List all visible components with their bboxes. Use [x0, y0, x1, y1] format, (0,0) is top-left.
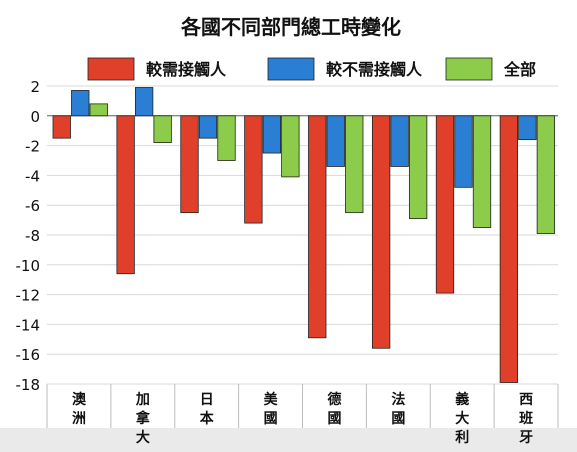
x-category-label: 法	[391, 391, 405, 408]
x-category-label: 加	[135, 392, 150, 408]
bar-1-7	[435, 115, 455, 294]
y-tick-label: 2	[30, 78, 40, 96]
legend-label: 較需接觸人	[146, 60, 227, 79]
bar-3-1	[89, 103, 108, 117]
bar-1-4	[244, 115, 263, 224]
bar-1-3	[180, 115, 199, 214]
bar-2-7	[454, 115, 473, 188]
bar-3-4	[281, 115, 300, 178]
x-category-label: 拿	[135, 410, 151, 427]
bar-2-6	[390, 115, 409, 167]
bar-1-8	[499, 115, 519, 383]
x-category-label: 班	[519, 410, 533, 427]
bar-2-1	[71, 90, 90, 117]
x-category-label: 西	[519, 392, 533, 408]
bar-3-3	[217, 115, 236, 161]
bar-2-4	[262, 115, 282, 154]
y-axis: 2 0 -2 -4 -6 -8 -10 -12 -14 -16 -18	[16, 78, 41, 394]
legend-label: 全部	[503, 60, 536, 79]
bar-2-5	[326, 115, 345, 167]
x-category-label: 澳	[72, 391, 87, 408]
x-category-label: 洲	[72, 411, 86, 427]
x-category-label: 本	[200, 410, 215, 427]
y-tick-label: -16	[16, 346, 41, 364]
bar-2-8	[518, 115, 537, 141]
x-category-label: 利	[455, 429, 469, 446]
x-category-label: 日	[200, 392, 214, 408]
bar-3-6	[408, 115, 428, 220]
bar-3-2	[153, 115, 172, 144]
y-tick-label: 0	[30, 108, 40, 126]
bars	[52, 87, 556, 383]
legend-swatch	[267, 57, 315, 81]
y-tick-label: -4	[25, 167, 40, 185]
y-tick-label: -6	[25, 197, 40, 215]
bar-1-6	[371, 115, 391, 349]
x-category-label: 牙	[519, 430, 533, 446]
x-category-label: 國	[264, 411, 278, 427]
x-category-label: 大	[136, 429, 150, 446]
category-band	[0, 428, 577, 452]
y-tick-label: -8	[25, 227, 40, 245]
bar-3-5	[345, 115, 364, 214]
x-category-label: 義	[455, 391, 469, 408]
bar-3-8	[536, 115, 556, 234]
x-category-label: 德	[327, 391, 341, 408]
y-tick-label: -14	[16, 316, 41, 334]
y-tick-label: -18	[16, 376, 41, 394]
y-tick-label: -12	[16, 287, 41, 305]
x-category-label: 國	[391, 411, 405, 427]
y-tick-label: -10	[16, 257, 41, 275]
legend-label: 較不需接觸人	[326, 60, 423, 79]
bar-2-3	[198, 115, 218, 139]
x-category-label: 美	[264, 391, 279, 408]
bar-1-2	[116, 115, 135, 275]
x-category-label: 國	[327, 411, 341, 427]
bar-3-7	[472, 115, 492, 228]
bar-1-1	[52, 115, 71, 139]
legend: 較需接觸人 較不需接觸人 全部	[87, 57, 536, 81]
legend-swatch	[87, 57, 135, 81]
chart-title: 各國不同部門總工時變化	[180, 15, 401, 39]
legend-swatch	[445, 57, 493, 81]
bar-2-2	[134, 87, 154, 117]
x-category-label: 大	[455, 410, 469, 427]
bar-1-5	[308, 115, 327, 339]
y-tick-label: -2	[25, 138, 40, 156]
